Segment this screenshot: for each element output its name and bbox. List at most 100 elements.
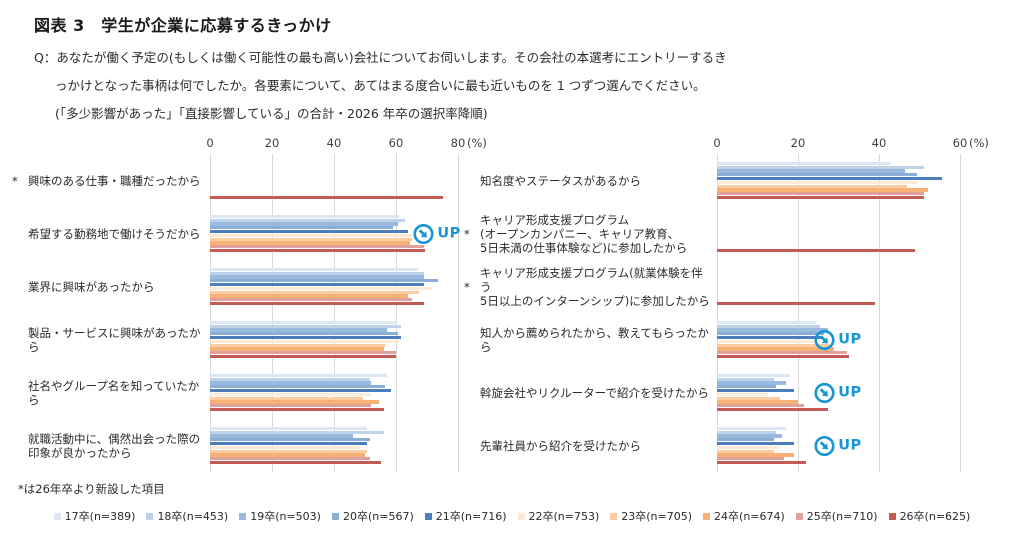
bar-25卒(n=710): [210, 404, 372, 408]
bar-24卒(n=674): [210, 241, 410, 245]
bar-24卒(n=674): [210, 400, 379, 404]
legend-item: 18卒(n=453): [146, 508, 228, 524]
bar-18卒(n=453): [717, 324, 821, 328]
bar-slot: [717, 173, 960, 177]
bar-slot: [210, 457, 458, 461]
category-label-cell: 社名やグループ名を知っていたから: [8, 366, 210, 419]
bar-19卒(n=503): [210, 328, 387, 332]
bar-slot: [210, 241, 458, 245]
category-row: 知名度やステータスがあるから: [460, 154, 968, 207]
bar-slot: [717, 347, 960, 351]
bar-20卒(n=567): [717, 173, 918, 177]
circled-down-right-arrow-icon: [814, 435, 835, 456]
category-label-cell: 希望する勤務地で働けそうだから: [8, 207, 210, 260]
legend-label: 25卒(n=710): [806, 510, 878, 523]
bar-22卒(n=753): [210, 339, 400, 343]
category-label-cell: 就職活動中に、偶然出会った際の 印象が良かったから: [8, 419, 210, 472]
bar-slot: [210, 275, 458, 279]
bar-slot: [717, 336, 960, 340]
legend-item: 17卒(n=389): [53, 508, 135, 524]
bars-group: UP: [717, 419, 960, 472]
plot-area: 知名度やステータスがあるから * キャリア形成支援プログラム (オープンカンパニー、…: [460, 154, 968, 472]
question-line: Q：あなたが働く予定の(もしくは働く可能性の最も高い)会社についてお伺いします。…: [34, 50, 727, 65]
bar-26卒(n=625): [717, 196, 924, 200]
category-label-cell: 斡旋会社やリクルーターで紹介を受けたから: [460, 366, 717, 419]
figure-title: 図表 3 学生が企業に応募するきっかけ: [34, 16, 332, 35]
charts-area: 0 20 40 60 80 (%) * 興味のある仕事・職種だったから 希望する勤務地で働けそう…: [0, 134, 1024, 472]
bar-19卒(n=503): [717, 434, 782, 438]
category-label-cell: * キャリア形成支援プログラム (オープンカンパニー、キャリア教育、 5日未満の仕…: [460, 207, 717, 260]
bar-19卒(n=503): [210, 381, 372, 385]
bar-slot: [210, 381, 458, 385]
up-indicator: UP: [814, 382, 861, 403]
legend-label: 19卒(n=503): [250, 510, 321, 523]
up-label: UP: [437, 225, 461, 242]
bar-18卒(n=453): [717, 165, 924, 169]
bar-slot: [717, 184, 960, 188]
bar-slot: [210, 426, 458, 431]
category-row: * 興味のある仕事・職種だったから: [8, 154, 460, 207]
bar-23卒(n=705): [210, 343, 386, 347]
bar-slot: [717, 339, 960, 344]
bar-26卒(n=625): [717, 355, 849, 359]
legend-label: 20卒(n=567): [342, 510, 414, 523]
bar-18卒(n=453): [210, 324, 401, 328]
bar-slot: [717, 408, 960, 412]
legend-swatch: [53, 512, 61, 520]
axis-row: 0 20 40 60 (%): [460, 134, 989, 154]
bar-25卒(n=710): [210, 351, 396, 355]
bars-group: [717, 154, 960, 207]
bar-slot: [210, 461, 458, 465]
grid-layer: [210, 154, 459, 472]
bar-slot: [210, 408, 458, 412]
gridline: [960, 154, 961, 472]
bar-25卒(n=710): [717, 457, 784, 461]
legend-item: 26卒(n=625): [888, 508, 970, 524]
bar-slot: [210, 377, 458, 381]
bars-group: [210, 366, 458, 419]
legend-item: 24卒(n=674): [703, 508, 785, 524]
bar-slot: [210, 343, 458, 347]
bar-slot: [717, 177, 960, 181]
category-row: 業界に興味があったから: [8, 260, 460, 313]
bar-18卒(n=453): [210, 377, 370, 381]
category-label: 製品・サービスに興味があったから: [28, 325, 201, 354]
bar-slot: [210, 233, 458, 238]
category-label-cell: 業界に興味があったから: [8, 260, 210, 313]
bar-26卒(n=625): [717, 408, 829, 412]
circled-down-right-arrow-icon: [413, 223, 434, 244]
bar-17卒(n=389): [210, 426, 367, 430]
bar-26卒(n=625): [210, 249, 426, 253]
bar-slot: [210, 392, 458, 397]
category-label: 就職活動中に、偶然出会った際の 印象が良かったから: [28, 431, 201, 460]
axis-tick-label: 20: [264, 136, 280, 150]
bar-17卒(n=389): [210, 320, 396, 324]
bar-23卒(n=705): [717, 396, 780, 400]
bar-slot: [210, 214, 458, 219]
bar-20卒(n=567): [717, 438, 774, 442]
circled-down-right-arrow-icon: [814, 382, 835, 403]
bar-slot: [717, 169, 960, 173]
bar-slot: [717, 392, 960, 397]
gridline: [878, 154, 880, 472]
bars-group: [210, 154, 458, 207]
gridline: [458, 154, 459, 472]
axis-tick-label: 40: [871, 136, 887, 150]
legend-label: 21卒(n=716): [435, 510, 507, 523]
axis-tick-label: 20: [790, 136, 806, 150]
bar-slot: [717, 249, 960, 253]
bar-25卒(n=710): [210, 245, 424, 249]
bar-slot: [210, 267, 458, 272]
bar-slot: [717, 165, 960, 169]
bar-25卒(n=710): [717, 192, 924, 196]
bar-23卒(n=705): [717, 184, 908, 188]
bar-slot: [717, 400, 960, 404]
category-label-cell: * 興味のある仕事・職種だったから: [8, 154, 210, 207]
bars-group: [210, 313, 458, 366]
question-block: Q：あなたが働く予定の(もしくは働く可能性の最も高い)会社についてお伺いします。…: [34, 44, 1004, 128]
bar-slot: [717, 385, 960, 389]
category-label: 知名度やステータスがあるから: [480, 173, 641, 188]
footnote: *は26年卒より新設した項目: [18, 482, 165, 496]
bar-20卒(n=567): [717, 332, 825, 336]
